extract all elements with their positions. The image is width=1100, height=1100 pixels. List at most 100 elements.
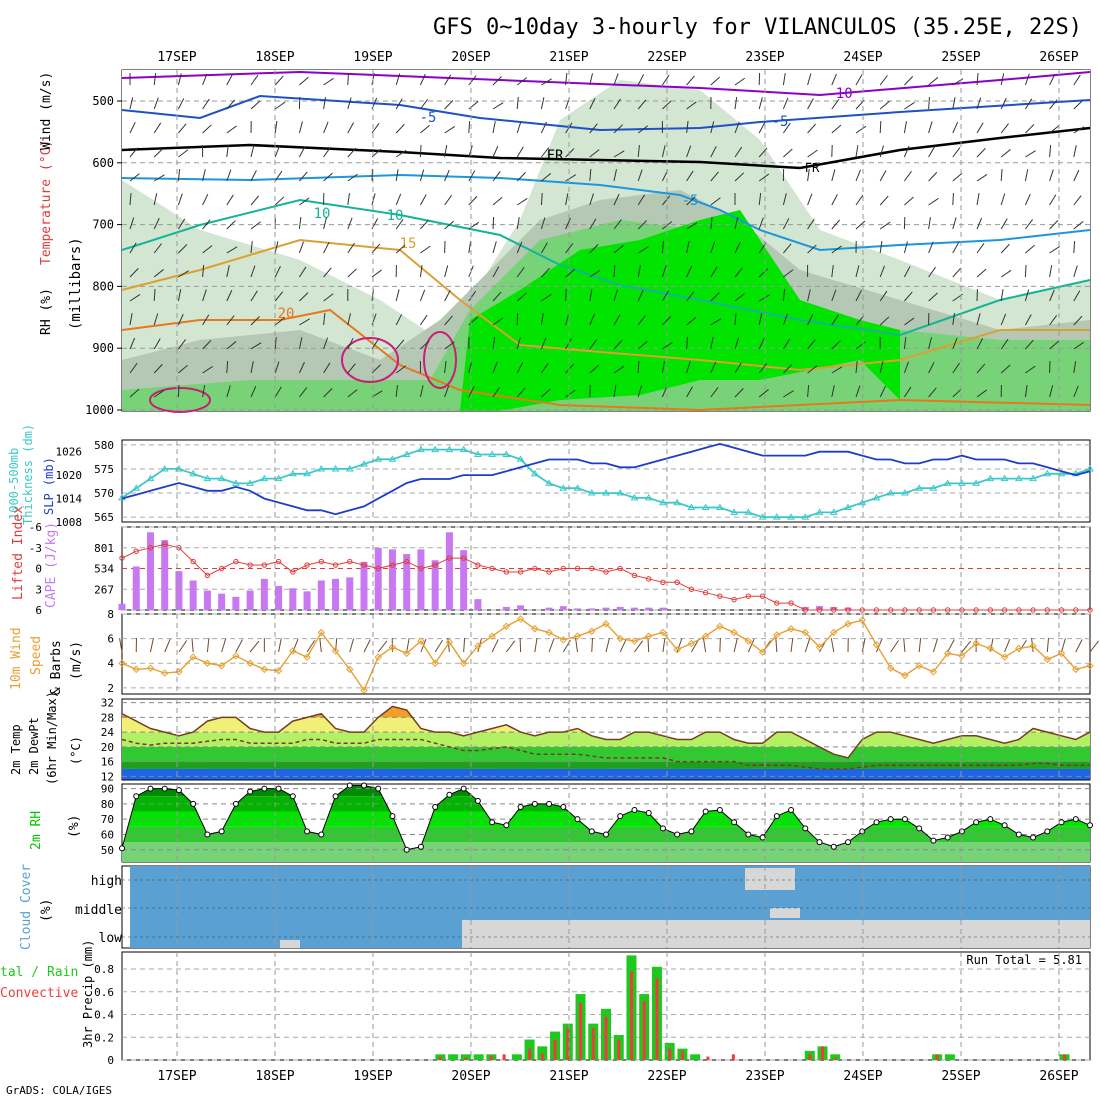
rh-point: [190, 800, 197, 807]
wind-barb: [323, 242, 330, 254]
wind10-barb: [206, 638, 210, 653]
date-label-bottom: 25SEP: [941, 1069, 980, 1084]
wind-barb: [274, 101, 286, 110]
cape-tick-label: 534: [94, 563, 114, 576]
wind-barb: [976, 242, 985, 254]
wind-barb: [492, 386, 501, 398]
wind-speed-point: [801, 628, 810, 637]
wind-barb: [831, 73, 837, 86]
wind-barb: [662, 342, 673, 350]
wind-barb: [395, 98, 403, 110]
cape-bar: [645, 607, 653, 610]
wind-barb: [202, 124, 212, 134]
warm-contour: [341, 337, 399, 383]
rh-point: [474, 797, 481, 804]
lifted-index-point: [261, 562, 268, 568]
wind-barb: [347, 193, 350, 206]
wind-barb: [952, 172, 963, 182]
wind-barb: [226, 385, 231, 398]
thickness-point: [972, 479, 981, 486]
wind-barb: [541, 78, 552, 86]
lifted-index-point: [631, 572, 638, 579]
wind-barb: [686, 196, 696, 206]
thickness-point: [701, 503, 710, 511]
wind-barb: [250, 241, 253, 254]
wind-barb: [710, 241, 716, 254]
wind-barb: [1049, 99, 1058, 110]
cape-bar: [474, 599, 482, 610]
cloud-label-b: (%): [39, 899, 54, 922]
rh-tick-label: 60: [101, 828, 114, 841]
wind-barb: [468, 361, 473, 374]
wind-barb: [734, 217, 739, 230]
wind-barb: [565, 174, 577, 182]
cape-bar: [801, 606, 809, 610]
wind10-label-a: 10m Wind: [9, 627, 24, 690]
li-tick-label: -3: [29, 542, 42, 555]
wind-speed-point: [160, 669, 169, 677]
lifted-index-point: [788, 600, 794, 606]
wind-barb: [298, 337, 303, 350]
wind-barb: [323, 146, 331, 158]
cape-bar: [132, 566, 140, 610]
rh-point: [816, 839, 823, 846]
wind-barb: [661, 145, 666, 158]
wind-barb: [904, 102, 915, 110]
wind-barb: [831, 194, 838, 206]
wind10-barb: [702, 638, 707, 653]
wind-barb: [855, 265, 860, 278]
precip-conv-bar: [821, 1046, 825, 1060]
lifted-index-point: [660, 579, 666, 586]
wind10-barb: [619, 639, 627, 653]
wind-barb: [637, 289, 644, 302]
wind-barb: [758, 122, 766, 134]
wind-barb: [1000, 364, 1011, 374]
thickness-line: [121, 448, 1091, 519]
rh-point: [517, 803, 524, 810]
wind-speed-point: [545, 628, 553, 637]
rh-point: [659, 825, 666, 832]
temp-band: [122, 761, 1090, 769]
wind-barb: [1000, 289, 1004, 302]
precip-tick-label: 0: [107, 1054, 114, 1067]
wind-speed-point: [659, 628, 667, 637]
wind-barb: [928, 121, 933, 134]
rh-point: [232, 800, 239, 807]
precip-conv-bar: [617, 1039, 621, 1060]
rh-point: [674, 831, 681, 838]
wind10-barb: [861, 638, 866, 653]
wind-barb: [903, 361, 909, 374]
lifted-index-point: [546, 569, 552, 575]
wind10-barb: [406, 638, 410, 653]
wind-barb: [129, 217, 135, 230]
wind-barb: [492, 241, 497, 254]
wind-barb: [589, 97, 596, 110]
wind-speed-point: [986, 644, 995, 653]
wind-barb: [395, 169, 399, 182]
wind-barb: [540, 313, 544, 326]
wind-barb: [807, 98, 814, 110]
wind-barb: [395, 73, 401, 86]
wind-barb: [323, 362, 331, 374]
wind-barb: [274, 145, 280, 158]
lifted-index-point: [218, 565, 225, 572]
wind-barb: [1049, 340, 1059, 350]
wind-barb: [516, 217, 520, 230]
wind-barb: [178, 123, 187, 134]
wind-barb: [903, 337, 907, 350]
thickness-point: [986, 474, 995, 482]
wind10-barb: [1089, 640, 1100, 653]
wind-barb: [1025, 365, 1036, 374]
wind-speed-point: [118, 659, 126, 667]
wind10-barb: [890, 640, 899, 653]
credit-text: GrADS: COLA/IGES: [6, 1084, 112, 1097]
wind-barb: [686, 145, 692, 158]
wind-barb: [516, 241, 523, 254]
contour-label: 10: [387, 208, 404, 224]
cape-bar: [388, 549, 396, 610]
wind-barb: [1024, 73, 1030, 86]
wind-speed-point: [289, 647, 297, 655]
date-label-top: 21SEP: [549, 50, 588, 65]
wind-barb: [347, 363, 356, 374]
wind-barb: [444, 361, 447, 374]
